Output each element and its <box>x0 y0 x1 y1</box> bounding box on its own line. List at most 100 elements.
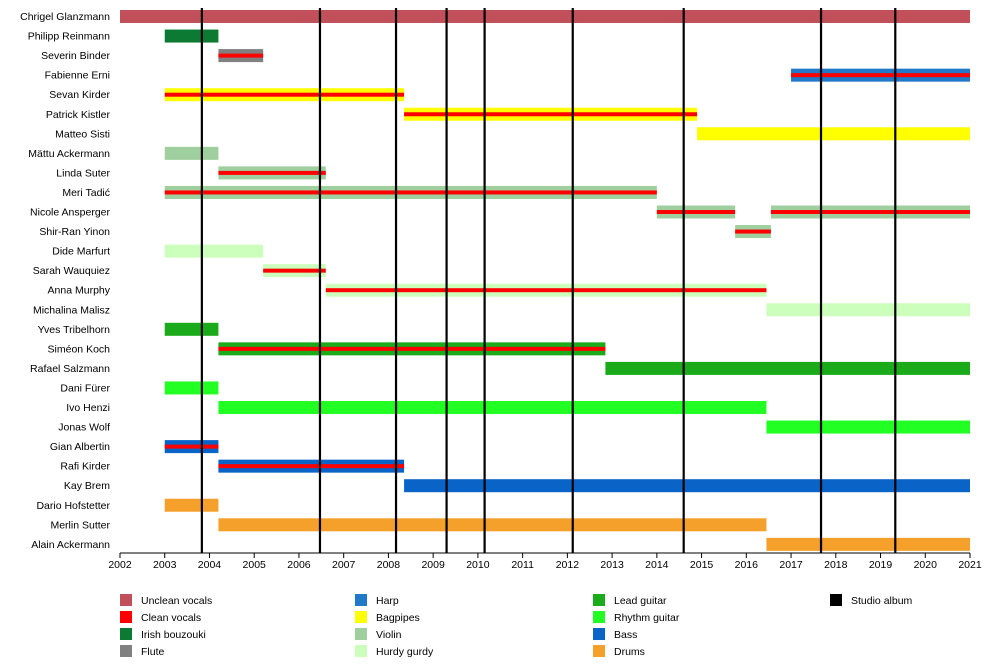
legend-label-unclean-vocals: Unclean vocals <box>141 595 212 607</box>
legend-swatch-rhythm-guitar <box>593 611 605 623</box>
legend-label-harp: Harp <box>376 595 399 607</box>
bar-yves-tribelhorn-lead-guitar <box>164 322 219 336</box>
x-tick-label-2009: 2009 <box>421 559 445 571</box>
x-tick-label-2008: 2008 <box>377 559 401 571</box>
x-tick-label-2010: 2010 <box>466 559 490 571</box>
bar-kay-brem-bass <box>404 479 970 493</box>
legend: Unclean vocals Clean vocals Irish bouzouki… <box>120 594 913 658</box>
bar-mattu-ackermann-violin <box>164 146 219 160</box>
vocal-stripe-nicole-ansperger-1 <box>656 210 736 214</box>
vocal-stripe-simeon-koch <box>218 346 606 351</box>
legend-swatch-irish-bouzouki <box>120 628 132 640</box>
legend-swatch-clean-vocals <box>120 611 132 623</box>
member-label-nicole-ansperger: Nicole Ansperger <box>30 207 110 219</box>
legend-label-bagpipes: Bagpipes <box>376 612 420 624</box>
x-tick-label-2021: 2021 <box>958 559 982 571</box>
member-label-chrigel-glanzmann: Chrigel Glanzmann <box>20 11 110 23</box>
member-label-dide-marfurt: Dide Marfurt <box>52 246 110 258</box>
bar-michalina-malisz-hurdy-gurdy <box>766 303 970 317</box>
x-tick-label-2012: 2012 <box>556 559 580 571</box>
member-label-ivo-henzi: Ivo Henzi <box>66 402 110 414</box>
vocal-stripe-severin-binder <box>218 53 264 58</box>
member-label-alain-ackermann: Alain Ackermann <box>31 539 110 551</box>
member-labels: Chrigel Glanzmann Philipp Reinmann Severin… <box>20 11 111 551</box>
bar-chrigel-glanzmann-unclean-vocals <box>120 10 970 23</box>
member-bars <box>120 10 970 551</box>
member-label-anna-murphy: Anna Murphy <box>48 285 111 297</box>
x-tick-label-2015: 2015 <box>690 559 714 571</box>
member-label-matteo-sisti: Matteo Sisti <box>55 128 110 140</box>
legend-swatch-hurdy-gurdy <box>355 645 367 657</box>
legend-label-lead-guitar: Lead guitar <box>614 595 667 607</box>
member-label-dani-furer: Dani Fürer <box>60 382 110 394</box>
bar-dani-furer-rhythm-guitar <box>164 381 219 395</box>
member-label-patrick-kistler: Patrick Kistler <box>46 109 111 121</box>
legend-label-rhythm-guitar: Rhythm guitar <box>614 612 680 624</box>
legend-label-flute: Flute <box>141 646 165 658</box>
member-label-rafi-kirder: Rafi Kirder <box>60 461 110 473</box>
legend-label-bass: Bass <box>614 629 637 641</box>
legend-label-irish-bouzouki: Irish bouzouki <box>141 629 206 641</box>
member-label-sevan-kirder: Sevan Kirder <box>49 89 110 101</box>
x-tick-label-2018: 2018 <box>824 559 848 571</box>
vocal-stripe-sarah-wauquiez <box>263 268 326 273</box>
member-label-simeon-koch: Siméon Koch <box>48 343 111 355</box>
x-tick-label-2020: 2020 <box>914 559 938 571</box>
x-tick-label-2006: 2006 <box>287 559 311 571</box>
legend-swatch-lead-guitar <box>593 594 605 606</box>
legend-swatch-bass <box>593 628 605 640</box>
bar-jonas-wolf-rhythm-guitar <box>766 420 970 434</box>
legend-label-hurdy-gurdy: Hurdy gurdy <box>376 646 434 658</box>
x-tick-label-2005: 2005 <box>243 559 267 571</box>
bar-ivo-henzi-rhythm-guitar <box>218 401 767 414</box>
member-label-yves-tribelhorn: Yves Tribelhorn <box>38 324 111 336</box>
legend-label-studio-album: Studio album <box>851 595 913 607</box>
bar-dide-marfurt-hurdy-gurdy <box>164 244 264 258</box>
bar-rafael-salzmann-lead-guitar <box>605 361 970 375</box>
x-tick-label-2004: 2004 <box>198 559 222 571</box>
vocal-stripe-anna-murphy <box>325 288 767 293</box>
bar-philipp-reinmann-irish-bouzouki <box>164 29 219 43</box>
x-tick-label-2013: 2013 <box>600 559 624 571</box>
member-label-dario-hofstetter: Dario Hofstetter <box>36 500 110 512</box>
bar-dario-hofstetter-drums <box>164 498 219 512</box>
member-label-fabienne-erni: Fabienne Erni <box>45 70 110 82</box>
member-label-merlin-sutter: Merlin Sutter <box>50 519 110 531</box>
vocal-stripe-rafi-kirder <box>218 464 405 469</box>
x-tick-label-2014: 2014 <box>645 559 669 571</box>
vocal-stripe-meri-tadic <box>164 190 657 195</box>
member-label-kay-brem: Kay Brem <box>64 480 110 492</box>
x-tick-label-2016: 2016 <box>735 559 759 571</box>
vocal-stripe-fabienne-erni <box>791 73 970 78</box>
x-tick-label-2011: 2011 <box>511 559 534 571</box>
vocal-stripe-sevan-kirder <box>164 92 405 97</box>
legend-swatch-studio-album <box>830 594 842 606</box>
x-axis: 2002 2003 2004 2005 2006 2007 2008 2009 2010 2011… <box>108 552 982 571</box>
vocal-stripe-gian-albertin <box>164 444 219 449</box>
member-label-linda-suter: Linda Suter <box>56 167 110 179</box>
bar-merlin-sutter-drums <box>218 518 767 532</box>
vocal-stripe-nicole-ansperger-2 <box>770 210 970 214</box>
legend-swatch-bagpipes <box>355 611 367 623</box>
legend-swatch-flute <box>120 645 132 657</box>
x-tick-label-2019: 2019 <box>869 559 893 571</box>
legend-label-violin: Violin <box>376 629 402 641</box>
member-label-michalina-malisz: Michalina Malisz <box>33 304 110 316</box>
vocal-stripe-shir-ran-yinon <box>735 229 771 234</box>
bar-alain-ackermann-drums <box>766 537 970 551</box>
member-label-rafael-salzmann: Rafael Salzmann <box>30 363 110 375</box>
member-label-shir-ran-yinon: Shir-Ran Yinon <box>39 226 110 238</box>
member-label-severin-binder: Severin Binder <box>41 50 110 62</box>
member-label-philipp-reinmann: Philipp Reinmann <box>28 31 110 43</box>
legend-swatch-harp <box>355 594 367 606</box>
vocal-stripe-patrick-kistler <box>404 112 698 117</box>
member-label-mattu-ackermann: Mättu Ackermann <box>28 148 110 160</box>
bar-matteo-sisti-bagpipes <box>697 127 970 141</box>
legend-swatch-violin <box>355 628 367 640</box>
member-label-jonas-wolf: Jonas Wolf <box>58 422 110 434</box>
member-label-sarah-wauquiez: Sarah Wauquiez <box>33 265 110 277</box>
legend-label-drums: Drums <box>614 646 645 658</box>
studio-album-lines <box>200 8 897 553</box>
legend-swatch-drums <box>593 645 605 657</box>
